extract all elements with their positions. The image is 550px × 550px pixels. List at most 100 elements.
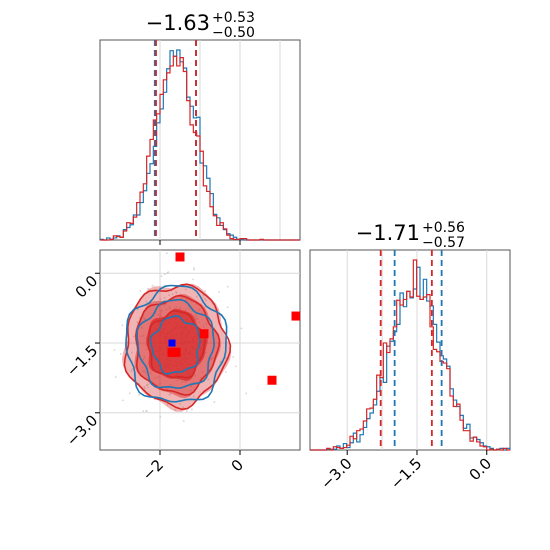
scatter-point bbox=[175, 291, 178, 294]
contour-panel-xticks: −2 0 bbox=[139, 450, 247, 484]
histogram-panel-param1-quantiles bbox=[153, 40, 197, 240]
scatter-point bbox=[184, 288, 187, 291]
scatter-point bbox=[165, 308, 168, 311]
contour-ytick-label: 0.0 bbox=[72, 272, 102, 302]
scatter-point bbox=[203, 297, 206, 300]
histogram-panel-param1: −1.63 +0.53 −0.50 bbox=[99, 10, 301, 245]
scatter-point bbox=[137, 308, 139, 311]
scatter-point bbox=[232, 356, 235, 358]
scatter-point bbox=[141, 326, 143, 329]
scatter-point bbox=[202, 325, 205, 328]
scatter-point bbox=[204, 290, 207, 292]
scatter-point bbox=[180, 297, 183, 300]
histogram-param2-title-upper: +0.56 bbox=[422, 220, 465, 236]
scatter-point bbox=[145, 410, 148, 413]
contour-xtick-label: 0 bbox=[228, 456, 247, 475]
histogram-panel-param1-xticks bbox=[159, 240, 241, 245]
red-square-marker bbox=[291, 311, 300, 321]
scatter-point bbox=[186, 300, 189, 303]
scatter-point bbox=[175, 306, 178, 308]
scatter-point bbox=[185, 299, 188, 301]
scatter-point bbox=[160, 312, 163, 315]
scatter-point bbox=[157, 376, 159, 378]
red-square-marker bbox=[171, 347, 181, 357]
scatter-point bbox=[168, 393, 171, 396]
scatter-point bbox=[211, 357, 214, 359]
scatter-point bbox=[193, 267, 196, 269]
scatter-point bbox=[144, 387, 146, 390]
scatter-point bbox=[166, 403, 169, 406]
blue-square-marker bbox=[168, 339, 176, 347]
scatter-point bbox=[138, 317, 141, 319]
scatter-point bbox=[157, 313, 160, 316]
scatter-point bbox=[224, 357, 227, 359]
histogram-panel-param2-steps bbox=[310, 259, 511, 451]
contour-panel-yticks: 0.0 −1.5 −3.0 bbox=[63, 272, 101, 450]
scatter-point bbox=[160, 309, 163, 312]
scatter-point bbox=[194, 316, 197, 319]
red-square-marker bbox=[175, 252, 185, 262]
scatter-point bbox=[160, 275, 163, 278]
red-square-marker bbox=[267, 375, 277, 385]
hist2-xtick-label: −3.0 bbox=[317, 454, 355, 492]
scatter-point bbox=[179, 403, 182, 405]
contour-xtick-label: −2 bbox=[139, 456, 167, 484]
hist2-xtick-label: −1.5 bbox=[387, 454, 425, 492]
scatter-point bbox=[182, 420, 185, 423]
contour-line-blue-middle bbox=[136, 298, 215, 389]
scatter-point bbox=[192, 381, 195, 384]
scatter-point bbox=[205, 351, 207, 354]
scatter-point bbox=[226, 306, 229, 309]
scatter-point bbox=[159, 415, 162, 418]
contour-line-red-outer bbox=[123, 283, 232, 411]
scatter-point bbox=[138, 393, 141, 396]
scatter-point bbox=[226, 285, 229, 288]
histogram-param1-title-value: −1.63 bbox=[146, 11, 210, 35]
scatter-point bbox=[119, 353, 122, 355]
scatter-point bbox=[145, 348, 148, 351]
scatter-point bbox=[143, 386, 146, 388]
scatter-point bbox=[174, 409, 177, 411]
scatter-point bbox=[141, 370, 144, 373]
contour-fill-inner bbox=[146, 308, 208, 381]
scatter-point bbox=[195, 296, 198, 298]
scatter-point bbox=[191, 408, 193, 411]
scatter-point bbox=[142, 358, 145, 361]
scatter-point bbox=[182, 406, 185, 409]
contour-panel-contours bbox=[121, 283, 232, 412]
scatter-point bbox=[164, 303, 167, 306]
scatter-point bbox=[140, 335, 143, 338]
scatter-point bbox=[136, 321, 139, 323]
scatter-point bbox=[142, 334, 145, 337]
scatter-point bbox=[176, 379, 179, 382]
scatter-point bbox=[163, 273, 166, 276]
scatter-point bbox=[245, 392, 248, 395]
scatter-point bbox=[163, 304, 166, 307]
hist2-xtick-label: 0.0 bbox=[466, 454, 496, 484]
scatter-point bbox=[159, 310, 162, 312]
hist1-step-red bbox=[100, 55, 300, 241]
scatter-point bbox=[168, 307, 171, 310]
scatter-point bbox=[143, 370, 146, 372]
scatter-point bbox=[192, 278, 195, 281]
scatter-point bbox=[213, 401, 216, 403]
contour-panel: −2 0 0.0 −1.5 −3.0 bbox=[63, 249, 301, 484]
scatter-point bbox=[240, 327, 243, 330]
histogram-panel-param2-frame bbox=[309, 249, 511, 451]
scatter-point bbox=[224, 371, 227, 374]
scatter-point bbox=[142, 410, 145, 413]
scatter-point bbox=[188, 307, 191, 310]
scatter-point bbox=[184, 309, 187, 312]
scatter-point bbox=[143, 356, 146, 359]
scatter-point bbox=[121, 324, 124, 327]
contour-line-blue-inner bbox=[149, 314, 201, 375]
scatter-point bbox=[198, 308, 201, 311]
scatter-point bbox=[198, 321, 201, 324]
histogram-panel-param2-quantiles bbox=[379, 250, 443, 450]
scatter-point bbox=[145, 344, 147, 346]
scatter-point bbox=[130, 351, 133, 354]
scatter-point bbox=[159, 383, 161, 385]
scatter-point bbox=[145, 300, 148, 303]
scatter-point bbox=[159, 298, 162, 300]
